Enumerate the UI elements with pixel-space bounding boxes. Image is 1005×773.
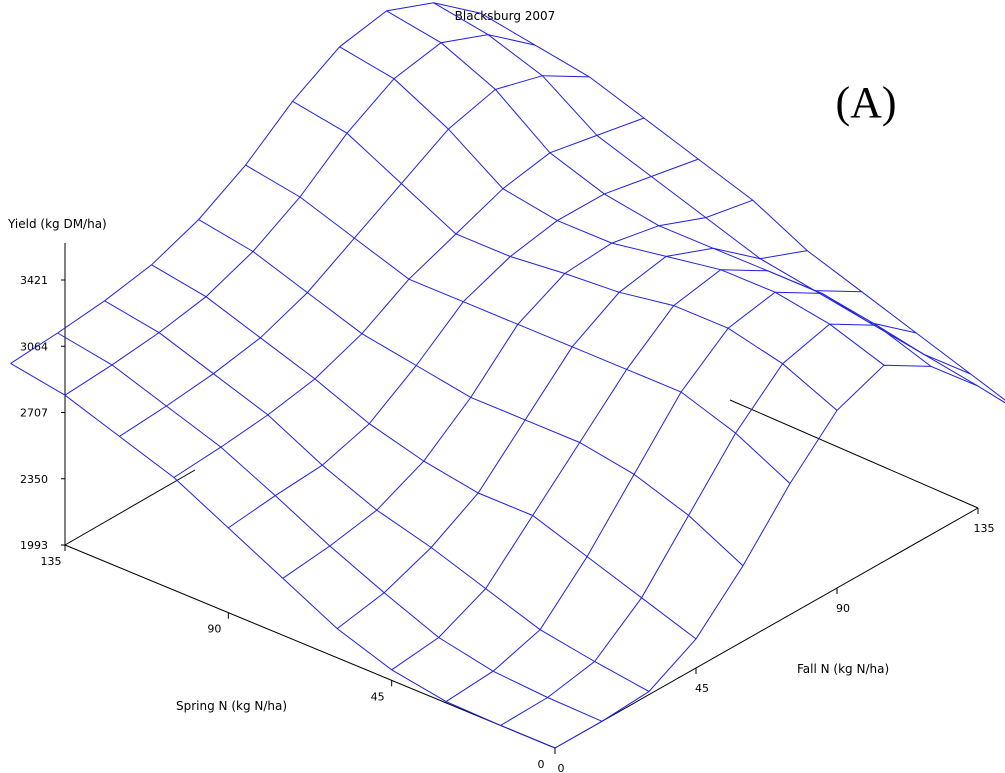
- mesh-line-spring-30: [445, 291, 917, 703]
- z-tick-label: 1993: [20, 539, 48, 552]
- chart-title: Blacksburg 2007: [455, 9, 556, 23]
- mesh-line-fall-60: [198, 219, 744, 567]
- mesh-line-spring-60: [336, 247, 808, 629]
- back-axis-line-right: [729, 399, 979, 509]
- back-axis-line: [64, 469, 196, 546]
- z-axis-label: Yield (kg DM/ha): [7, 217, 107, 231]
- mesh-line-fall-0: [10, 362, 556, 749]
- z-tick-label: 2350: [20, 473, 48, 486]
- z-tick-label: 3421: [20, 274, 48, 287]
- axes: [64, 243, 979, 749]
- mesh-line-fall-90: [292, 100, 838, 411]
- mesh-line-fall-45: [151, 264, 697, 640]
- fall-axis-label: Fall N (kg N/ha): [797, 662, 889, 676]
- mesh-line-fall-105: [339, 46, 885, 366]
- mesh-line-spring-105: [173, 117, 645, 478]
- mesh-line-spring-135: [64, 34, 536, 396]
- mesh-line-spring-75: [282, 199, 753, 579]
- spring-axis-line: [64, 544, 556, 749]
- figure-tag: (A): [835, 78, 896, 127]
- spring-tick-label: 0: [538, 758, 545, 771]
- spring-axis-label: Spring N (kg N/ha): [176, 699, 287, 713]
- mesh-line-fall-15: [57, 332, 603, 722]
- mesh-line-spring-90: [228, 158, 699, 529]
- mesh-line-fall-30: [104, 300, 650, 692]
- mesh-line-spring-0: [554, 364, 1005, 749]
- fall-tick-label: 90: [836, 602, 850, 615]
- mesh-line-fall-135: [433, 2, 979, 387]
- spring-tick-label: 135: [41, 555, 62, 568]
- surface-mesh: [10, 2, 1005, 749]
- fall-axis-line: [554, 507, 979, 749]
- mesh-line-spring-120: [119, 75, 590, 437]
- spring-tick-label: 90: [207, 623, 221, 636]
- fall-tick-label: 135: [974, 522, 995, 535]
- z-tick-label: 2707: [20, 407, 48, 420]
- mesh-line-fall-120: [386, 10, 932, 367]
- mesh-line-spring-15: [500, 323, 971, 726]
- fall-tick-label: 45: [695, 682, 709, 695]
- mesh-line-spring-150: [10, 2, 481, 364]
- spring-tick-label: 45: [371, 690, 385, 703]
- fall-tick-label: 0: [558, 762, 565, 773]
- mesh-line-fall-75: [245, 164, 791, 484]
- mesh-line-fall-150: [480, 12, 1005, 401]
